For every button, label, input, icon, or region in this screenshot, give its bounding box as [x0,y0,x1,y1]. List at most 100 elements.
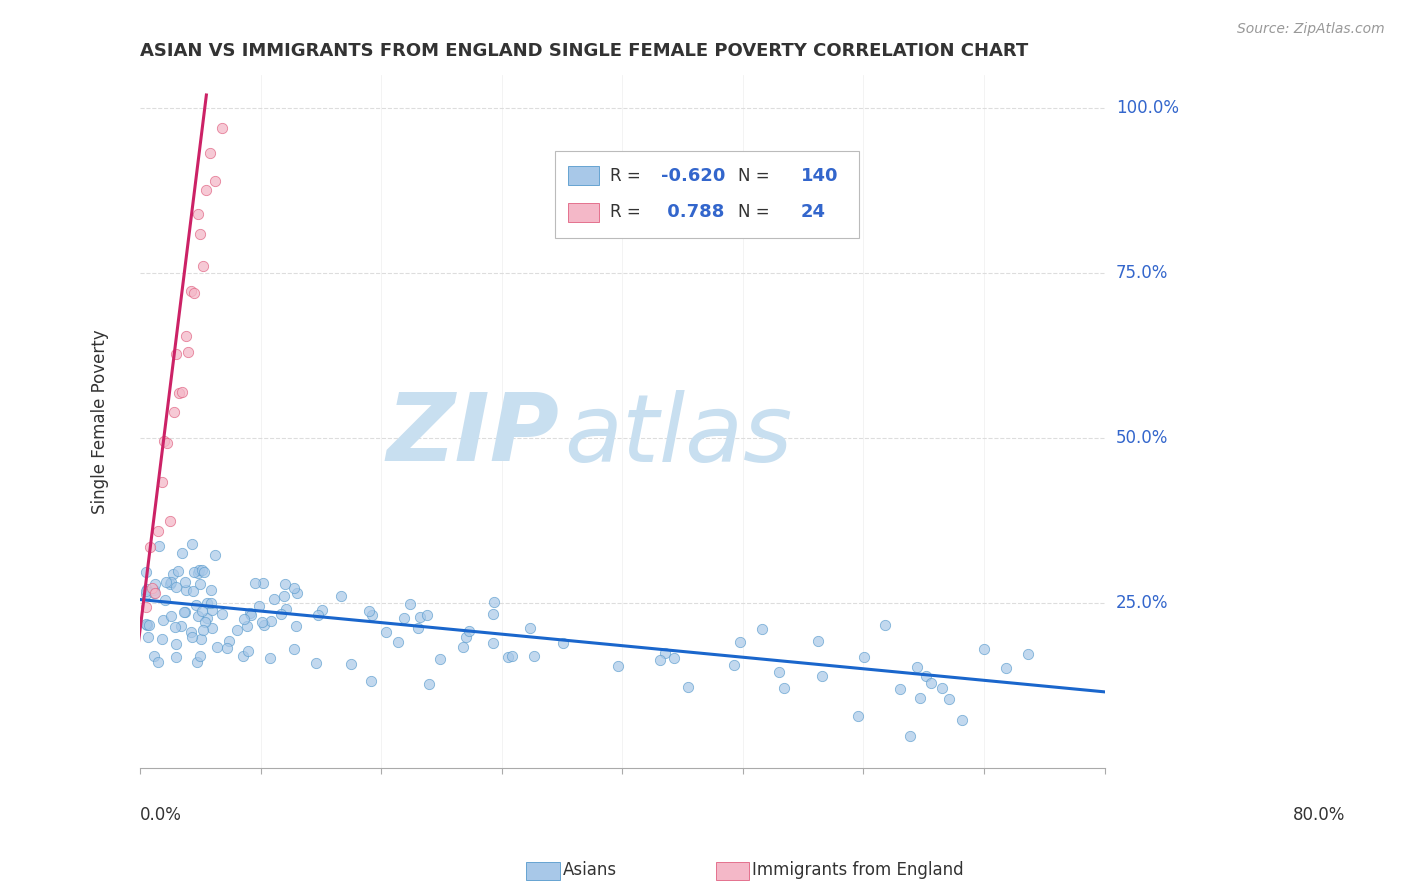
Point [201,602,224,616]
Point [198,145,221,160]
Point [174,329,197,343]
Point [260,614,283,628]
Point [191,624,214,638]
Point [191,604,214,618]
Point [253,618,276,632]
Point [195,183,218,197]
Point [163,620,186,634]
Point [307,607,329,622]
Point [284,619,307,633]
Point [160,575,183,590]
Point [482,595,505,609]
Point [905,660,928,674]
Point [200,621,222,635]
Point [194,615,217,629]
Point [678,681,700,695]
Point [889,681,911,696]
Point [283,581,305,595]
Text: Source: ZipAtlas.com: Source: ZipAtlas.com [1237,22,1385,37]
Point [136,618,159,632]
Point [211,607,233,621]
Point [952,713,974,727]
Text: -0.620: -0.620 [661,167,725,185]
Point [846,708,869,723]
Point [143,586,166,600]
Point [173,574,195,589]
Point [190,632,212,647]
Point [898,729,921,743]
Point [273,589,295,603]
Point [183,286,205,301]
Point [148,539,170,553]
Point [145,576,167,591]
Point [135,587,157,601]
Point [239,607,262,622]
Point [176,582,198,597]
Point [160,609,183,624]
Point [496,650,519,665]
Point [238,643,260,657]
Point [165,347,187,361]
Point [931,681,953,695]
Point [195,611,218,625]
Point [357,604,380,618]
Point [920,676,942,690]
Point [188,227,211,241]
Point [243,576,266,591]
Point [136,630,159,644]
Text: 0.788: 0.788 [661,203,724,221]
Text: 75.0%: 75.0% [1116,264,1168,282]
Text: ASIAN VS IMMIGRANTS FROM ENGLAND SINGLE FEMALE POVERTY CORRELATION CHART: ASIAN VS IMMIGRANTS FROM ENGLAND SINGLE … [141,42,1028,60]
Point [938,692,960,706]
Point [187,566,209,581]
Text: N =: N = [738,203,769,221]
Point [153,434,176,449]
Point [973,642,995,657]
Point [193,566,215,580]
Point [723,658,745,673]
Point [853,650,876,665]
Point [211,120,233,135]
Point [163,405,186,419]
Text: Asians: Asians [562,861,616,879]
Point [135,582,157,597]
Point [768,665,790,679]
Point [453,640,475,655]
Point [232,649,254,664]
Point [374,624,396,639]
Point [751,623,773,637]
Point [418,677,440,691]
Point [135,600,157,615]
Point [607,659,630,673]
Point [406,621,429,635]
Point [204,174,226,188]
Point [159,576,181,591]
Point [429,651,451,665]
Point [914,669,936,683]
Point [807,634,830,648]
Point [456,630,478,644]
Point [180,536,202,550]
Point [232,612,254,626]
Point [135,565,157,579]
Text: 80.0%: 80.0% [1294,805,1346,824]
Point [159,514,181,528]
Point [150,475,173,489]
Point [247,599,270,614]
Point [180,285,202,299]
Point [250,615,273,629]
Point [191,259,214,273]
Point [146,524,169,538]
Text: 140: 140 [801,167,838,185]
Point [330,590,353,604]
Point [392,611,415,625]
Text: 50.0%: 50.0% [1116,429,1168,447]
Point [482,607,505,622]
Point [908,691,931,706]
Point [360,674,382,689]
Point [155,435,177,450]
Point [523,648,546,663]
Point [143,586,166,600]
Text: Single Female Poverty: Single Female Poverty [90,329,108,514]
Point [135,584,157,599]
